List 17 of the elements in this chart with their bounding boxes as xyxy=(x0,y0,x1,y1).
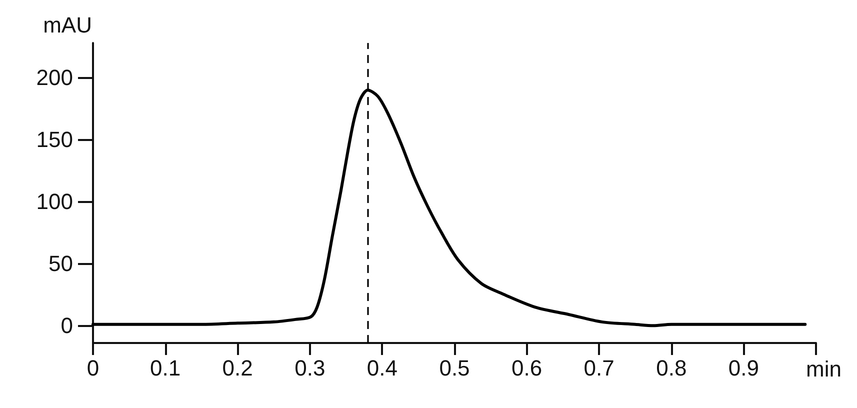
x-tick-label: 0.1 xyxy=(150,356,181,380)
x-tick-label: 0.4 xyxy=(366,356,398,380)
x-tick-label: 0.9 xyxy=(728,356,759,380)
y-tick-label: 100 xyxy=(36,189,73,214)
x-tick-label: 0.3 xyxy=(294,356,326,380)
x-tick-label: 0.7 xyxy=(584,356,614,380)
x-tick-label: 0.5 xyxy=(439,356,470,380)
x-axis-title: min xyxy=(806,356,842,382)
y-tick-label: 50 xyxy=(48,251,73,276)
x-tick-label: 0.6 xyxy=(512,356,542,380)
x-tick-label: 0.2 xyxy=(222,356,253,380)
x-tick-label: 0.8 xyxy=(656,356,687,380)
x-tick-label: 0 xyxy=(86,356,100,380)
y-tick-label: 200 xyxy=(36,65,73,90)
y-tick-label: 0 xyxy=(60,313,73,338)
y-tick-label: 150 xyxy=(36,127,73,152)
y-axis-title: mAU xyxy=(43,12,92,38)
